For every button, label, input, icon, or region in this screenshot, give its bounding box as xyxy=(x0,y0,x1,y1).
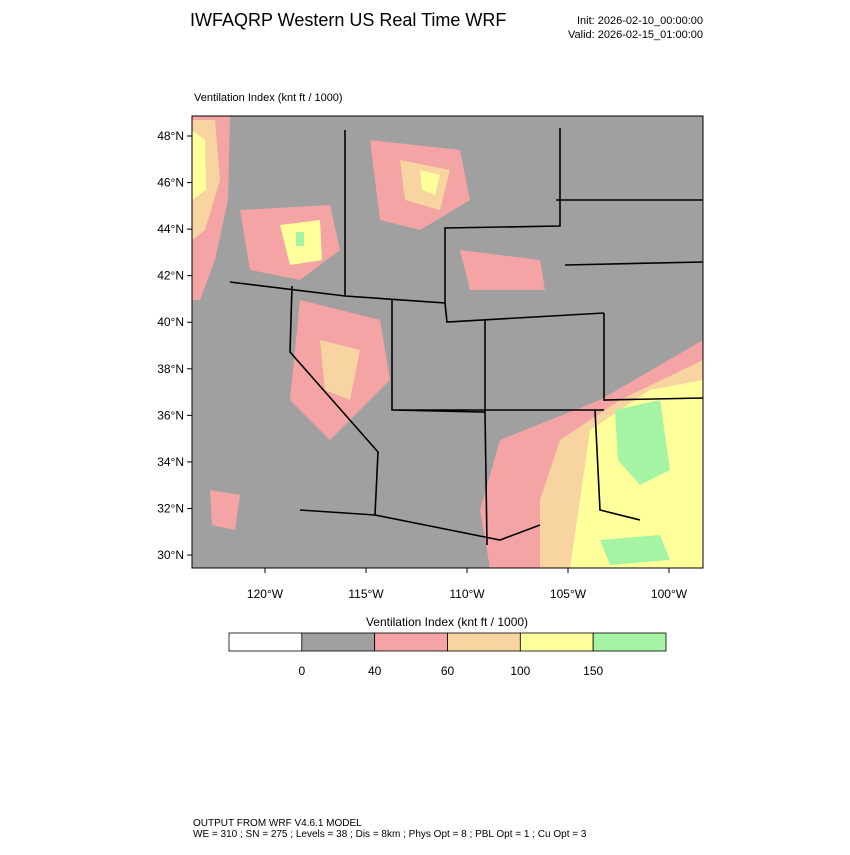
colorbar-box xyxy=(301,632,376,652)
colorbar-box xyxy=(374,632,448,652)
colorbar-label: 150 xyxy=(583,664,603,678)
colorbar-label: 60 xyxy=(441,664,455,678)
colorbar-box xyxy=(447,632,521,652)
valid-time: Valid: 2026-02-15_01:00:00 xyxy=(568,29,703,41)
lat-label: 40°N xyxy=(157,315,184,329)
footer-line: OUTPUT FROM WRF V4.6.1 MODEL xyxy=(193,818,362,829)
colorbar-label: 40 xyxy=(368,664,382,678)
lon-label: 100°W xyxy=(651,587,688,601)
colorbar-box xyxy=(228,632,303,652)
lon-label: 120°W xyxy=(247,587,284,601)
map-frame xyxy=(191,115,704,569)
init-time: Init: 2026-02-10_00:00:00 xyxy=(577,15,703,27)
colorbar-label: 100 xyxy=(510,664,530,678)
colorbar-title: Ventilation Index (knt ft / 1000) xyxy=(366,615,528,629)
lat-label: 36°N xyxy=(157,408,184,422)
lat-label: 30°N xyxy=(157,548,184,562)
lon-label: 105°W xyxy=(550,587,587,601)
footer-line: WE = 310 ; SN = 275 ; Levels = 38 ; Dis … xyxy=(193,829,587,840)
lat-label: 44°N xyxy=(157,222,184,236)
colorbar-box xyxy=(592,632,667,652)
lat-label: 42°N xyxy=(157,269,184,283)
lat-label: 46°N xyxy=(157,176,184,190)
lat-label: 32°N xyxy=(157,501,184,515)
lon-label: 115°W xyxy=(348,587,384,601)
lon-label: 110°W xyxy=(449,587,485,601)
lat-label: 38°N xyxy=(157,362,184,376)
colorbar-box xyxy=(519,632,594,652)
map-field xyxy=(192,116,703,568)
lat-label: 48°N xyxy=(157,129,184,143)
colorbar-label: 0 xyxy=(298,664,305,678)
map-title: Ventilation Index (knt ft / 1000) xyxy=(194,92,343,104)
title: IWFAQRP Western US Real Time WRF xyxy=(190,10,506,30)
lat-label: 34°N xyxy=(157,455,184,469)
